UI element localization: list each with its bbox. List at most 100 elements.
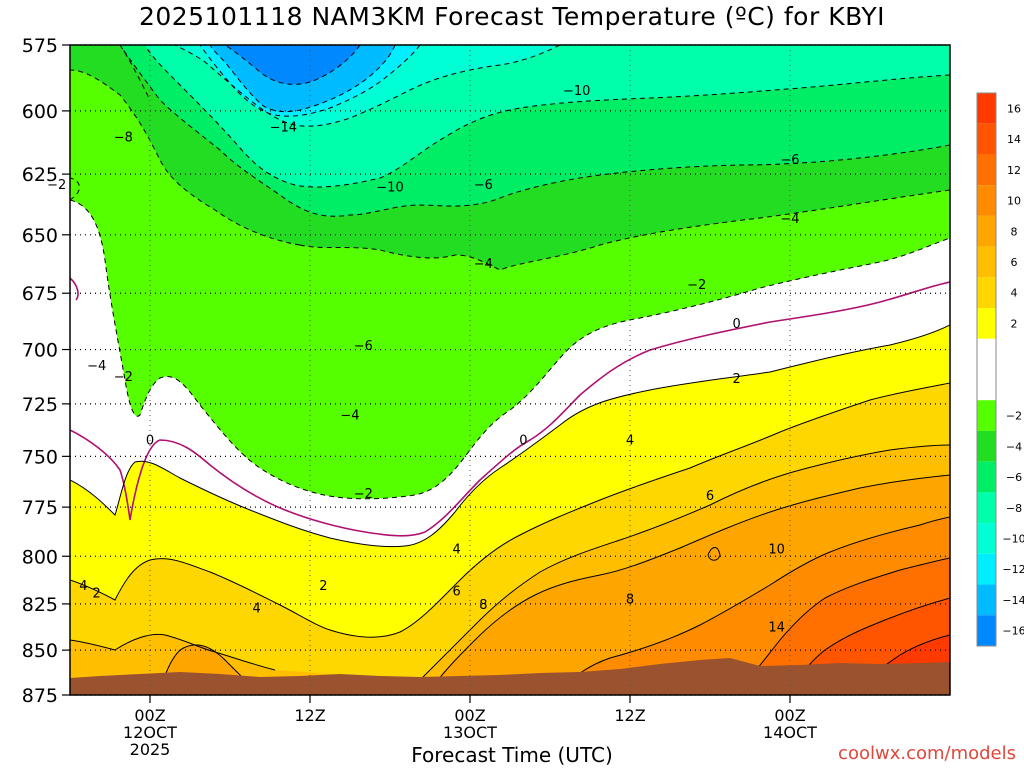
contour-4 [70, 382, 950, 638]
x-axis-title: Forecast Time (UTC) [411, 743, 613, 767]
colorbar-label: −16 [1002, 625, 1024, 638]
contour-value-label: −2 [687, 278, 706, 293]
y-tick-label: 650 [22, 225, 58, 247]
colorbar-bin [977, 492, 996, 524]
colorbar-bin [977, 584, 996, 616]
x-tick-label: 00Z [454, 706, 485, 725]
contour-minus14 [209, 45, 396, 113]
contour-value-label: 4 [453, 543, 461, 558]
contour-value-label: 0 [733, 317, 741, 332]
contour-8 [159, 474, 950, 691]
y-tick-label: 875 [22, 685, 58, 707]
contour-2 [70, 324, 950, 548]
contour-value-label: 2 [93, 587, 101, 602]
colorbar-label: 10 [1007, 195, 1021, 208]
contour-value-label: −8 [114, 130, 133, 145]
contour-minus4 [70, 45, 950, 271]
colorbar-label: 6 [1011, 256, 1018, 269]
contour-value-label: 0 [146, 434, 154, 449]
colorbar-bin [977, 308, 996, 339]
contour-minus12 [199, 45, 421, 117]
x-tick-label: 12Z [614, 706, 645, 725]
contour-value-label: 10 [768, 543, 785, 558]
y-axis: 575 600 625 650 675 700 725 750 775 800 825 850 875 [22, 35, 70, 707]
colorbar-label: −2 [1006, 410, 1022, 423]
grid-lines [70, 44, 950, 696]
colorbar-bin [977, 523, 996, 554]
colorbar-bin [977, 430, 996, 462]
contour-value-label: 14 [768, 620, 785, 635]
contour-value-label: 2 [319, 579, 327, 594]
colorbar-bin [977, 123, 996, 155]
colorbar-bin [977, 615, 996, 646]
contour-zero [70, 277, 950, 537]
colorbar-bin [977, 246, 996, 278]
colorbar-label: 16 [1007, 102, 1021, 115]
contour-value-label: −6 [474, 178, 493, 193]
contour-value-label: −2 [114, 370, 133, 385]
contour-value-label: −6 [780, 153, 799, 168]
contour-value-label: 6 [706, 489, 714, 504]
contour-value-label: 8 [626, 592, 634, 607]
contour-value-label: 2 [733, 372, 741, 387]
colorbar-label: −4 [1006, 440, 1022, 453]
colorbar-bin [977, 461, 996, 493]
contour-value-label: −4 [474, 257, 493, 272]
colorbar-bin [977, 154, 996, 186]
colorbar-bin [977, 338, 996, 401]
y-tick-label: 825 [22, 594, 58, 616]
colorbar-label: −12 [1002, 563, 1024, 576]
y-tick-label: 725 [22, 394, 58, 416]
colorbar-bin [977, 185, 996, 216]
colorbar-label: −10 [1002, 532, 1024, 545]
colorbar-frame [976, 92, 997, 647]
temperature-fill-layer [70, 45, 950, 695]
contour-10 [559, 516, 950, 691]
colorbar-bin [977, 215, 996, 247]
colorbar-label: −6 [1006, 471, 1022, 484]
contour-value-label: 8 [479, 598, 487, 613]
colorbar-label: 14 [1007, 133, 1021, 146]
contour-minus6 [119, 45, 950, 217]
x-tick-label: 00Z [774, 706, 805, 725]
chart-title: 2025101118 NAM3KM Forecast Temperature (… [138, 2, 886, 31]
x-tick-label: 00Z [134, 706, 165, 725]
contour-value-label: 4 [253, 602, 261, 617]
x-tick-label: 12OCT [123, 723, 177, 742]
contour-value-label: 6 [453, 585, 461, 600]
colorbar-label: 2 [1011, 317, 1018, 330]
colorbar: 16 14 12 10 8 6 4 2 −2 −4 −6 −8 −10 −12 −14 −16 [976, 92, 1024, 647]
x-tick-label: 13OCT [443, 723, 497, 742]
source-credit: coolwx.com/models [838, 743, 1016, 764]
contour-value-label: −4 [340, 409, 359, 424]
contour-minus16 [224, 45, 361, 85]
x-tick-label: 12Z [294, 706, 325, 725]
y-tick-label: 750 [22, 446, 58, 468]
colorbar-label: 8 [1011, 225, 1018, 238]
x-tick-label: 14OCT [763, 723, 817, 742]
contour-labels: −14−10−10−8−6−6−4−4−6−4−4−2−2−2−20 002224… [47, 84, 800, 635]
y-tick-label: 800 [22, 546, 58, 568]
contour-value-label: −2 [354, 487, 373, 502]
terrain-ground [70, 658, 950, 695]
contour-value-label: −6 [354, 339, 373, 354]
contour-minus10 [174, 45, 561, 127]
y-tick-label: 850 [22, 640, 58, 662]
contour-value-label: −4 [87, 359, 106, 374]
y-tick-label: 675 [22, 283, 58, 305]
contour-value-label: 4 [79, 579, 87, 594]
contour-value-label: 0 [519, 434, 527, 449]
colorbar-label: −8 [1006, 502, 1022, 515]
contour-value-label: −14 [270, 120, 297, 135]
contour-value-label: −10 [563, 84, 590, 99]
y-tick-label: 700 [22, 340, 58, 362]
contour-value-label: −10 [376, 180, 403, 195]
colorbar-bin [977, 553, 996, 585]
contour-value-label: −4 [780, 212, 799, 227]
contour-value-label: 4 [626, 434, 634, 449]
colorbar-label: 12 [1007, 164, 1021, 177]
colorbar-label: 4 [1011, 287, 1018, 300]
contour-minus8 [144, 45, 950, 188]
